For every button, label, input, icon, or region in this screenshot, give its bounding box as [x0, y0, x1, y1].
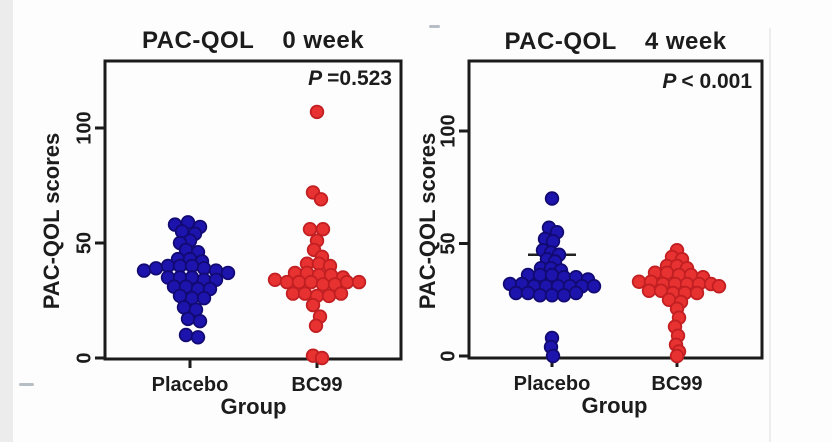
y-tick-label: 0: [73, 352, 95, 363]
data-point-bc99: [339, 274, 355, 290]
x-axis-label: Group: [221, 394, 287, 419]
data-point-bc99: [303, 274, 319, 290]
chart-title-week4: PAC-QOL 4 week: [469, 28, 762, 56]
data-point-placebo: [586, 279, 602, 294]
data-point-bc99: [333, 286, 349, 301]
data-point-bc99: [309, 104, 325, 120]
p-value-week4: P < 0.001: [469, 70, 752, 94]
data-point-placebo: [220, 265, 236, 281]
data-point-placebo: [520, 285, 536, 301]
data-point-placebo: [148, 261, 164, 276]
data-point-placebo: [180, 311, 196, 327]
data-point-placebo: [136, 263, 152, 278]
chart-title-week0: PAC-QOL 0 week: [105, 27, 401, 55]
p-text: < 0.001: [681, 70, 752, 93]
data-point-bc99: [315, 221, 331, 237]
data-point-bc99: [315, 277, 331, 292]
data-point-placebo: [532, 288, 548, 303]
chart-title-main: PAC-QOL: [141, 27, 255, 54]
p-text: =0.523: [327, 67, 392, 90]
data-point-placebo: [556, 288, 572, 303]
data-point-bc99: [291, 274, 307, 290]
data-point-bc99: [641, 283, 657, 298]
p-symbol: P: [308, 67, 323, 90]
data-point-bc99: [279, 274, 295, 290]
data-point-bc99: [711, 279, 727, 294]
y-tick-label: 0: [437, 350, 459, 361]
data-point-placebo: [544, 191, 560, 206]
data-point-bc99: [308, 318, 324, 334]
chart-title-subtitle: 4 week: [644, 28, 727, 55]
data-point-placebo: [190, 330, 206, 345]
data-point-bc99: [689, 285, 705, 301]
data-point-bc99: [297, 286, 313, 301]
y-tick-label: 100: [73, 111, 95, 144]
chart-title-subtitle: 0 week: [282, 27, 365, 54]
data-point-bc99: [631, 274, 647, 289]
data-point-bc99: [351, 274, 367, 290]
data-point-bc99: [305, 297, 321, 313]
data-point-bc99: [314, 350, 330, 366]
data-point-bc99: [285, 286, 301, 301]
data-point-bc99: [302, 221, 318, 237]
data-point-placebo: [568, 285, 584, 301]
category-label-bc99: BC99: [291, 374, 342, 396]
category-label-placebo: Placebo: [152, 374, 229, 396]
y-tick-label: 100: [437, 114, 459, 147]
y-tick-label: 50: [437, 232, 459, 254]
chart-title-main: PAC-QOL: [504, 28, 617, 55]
artifact-dash-top-right: [429, 25, 440, 28]
data-point-bc99: [267, 272, 283, 288]
p-value-week0: P =0.523: [105, 67, 392, 91]
data-point-placebo: [196, 291, 212, 306]
data-point-placebo: [178, 327, 194, 343]
data-point-placebo: [544, 288, 560, 303]
category-label-placebo: Placebo: [514, 373, 591, 395]
artifact-dash-bottom-left: [19, 383, 34, 386]
p-symbol: P: [662, 70, 677, 93]
data-point-bc99: [321, 288, 337, 304]
data-point-placebo: [192, 314, 208, 329]
data-point-bc99: [313, 192, 329, 207]
left-edge-strip: [0, 0, 13, 442]
y-tick-label: 50: [73, 232, 95, 254]
data-point-placebo: [508, 285, 524, 301]
data-point-placebo: [545, 348, 561, 364]
panel-border: [467, 59, 764, 360]
x-axis-label: Group: [582, 393, 648, 418]
right-edge-line: [769, 28, 771, 442]
panel-border: [103, 59, 403, 361]
category-label-bc99: BC99: [651, 373, 702, 395]
data-point-bc99: [669, 348, 685, 364]
